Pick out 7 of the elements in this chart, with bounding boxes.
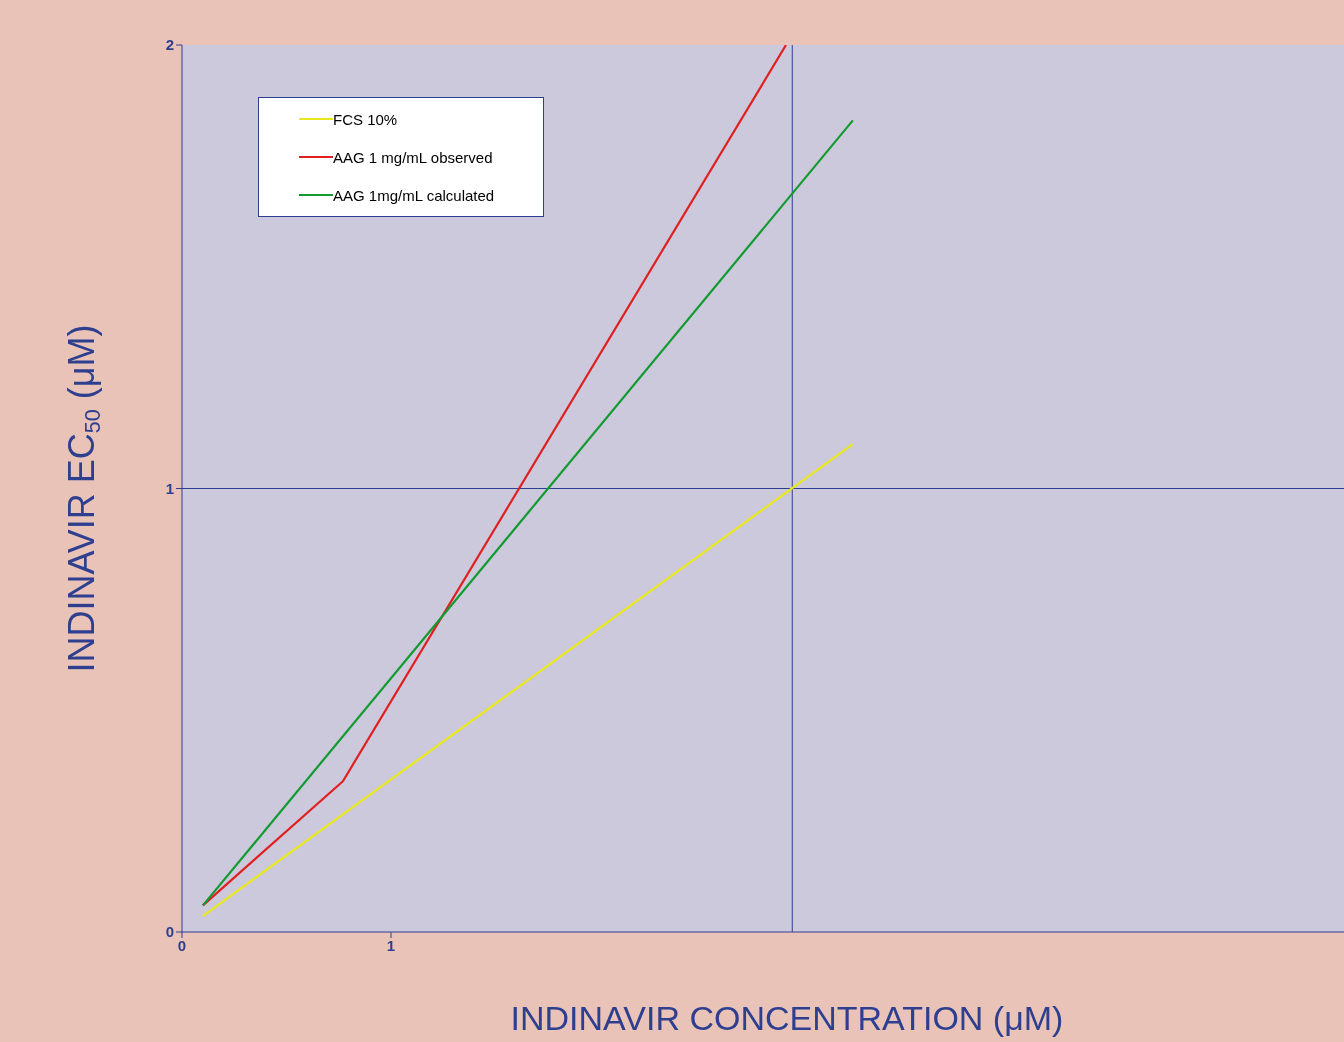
legend-label: AAG 1mg/mL calculated xyxy=(333,186,495,204)
y-tick-label: 1 xyxy=(165,479,174,497)
y-tick-label: 2 xyxy=(165,36,174,54)
x-axis-title: INDINAVIR CONCENTRATION (μM) xyxy=(510,999,1064,1037)
legend-label: AAG 1 mg/mL observed xyxy=(333,148,493,166)
legend-label: FCS 10% xyxy=(333,110,398,128)
y-tick-label: 0 xyxy=(165,923,174,941)
